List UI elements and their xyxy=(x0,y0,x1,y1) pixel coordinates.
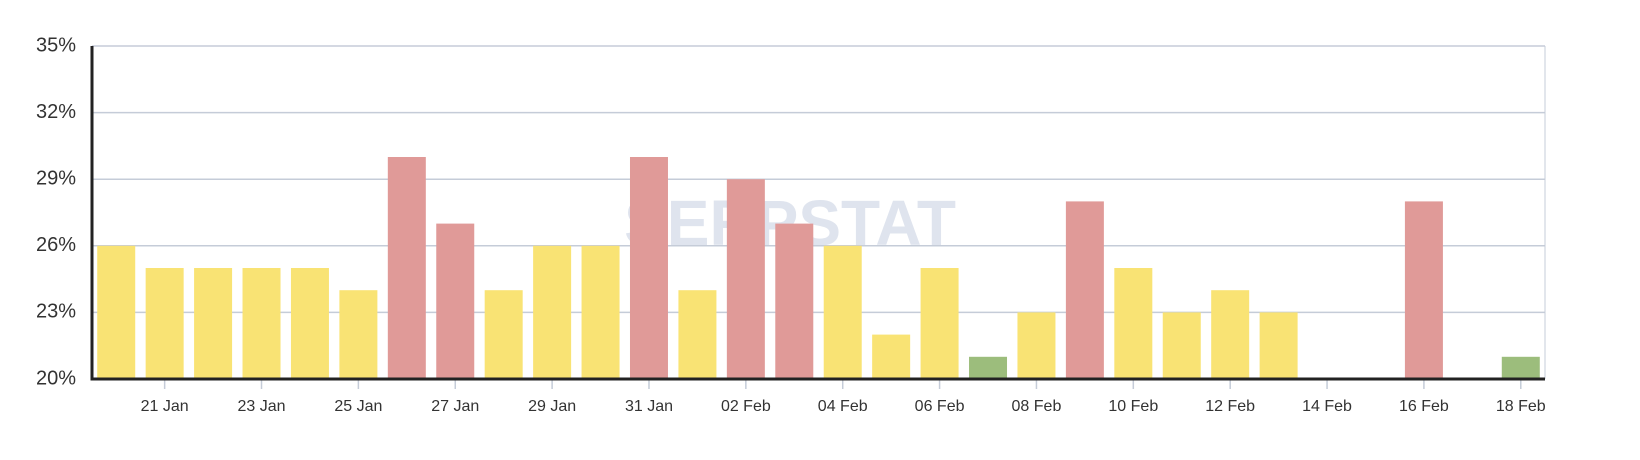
y-tick-label: 35% xyxy=(36,34,76,56)
bar xyxy=(339,290,378,379)
bar xyxy=(629,157,668,379)
x-tick-label: 16 Feb xyxy=(1399,398,1449,415)
bar xyxy=(533,245,572,379)
y-tick-label: 20% xyxy=(36,367,76,389)
x-tick-label: 14 Feb xyxy=(1302,398,1352,415)
bar xyxy=(387,157,426,379)
bar xyxy=(436,223,475,379)
bar xyxy=(678,290,717,379)
bar xyxy=(194,268,233,379)
x-tick-label: 18 Feb xyxy=(1496,398,1546,415)
x-tick-label: 27 Jan xyxy=(431,398,479,415)
y-tick-label: 29% xyxy=(36,167,76,189)
x-tick-label: 25 Jan xyxy=(334,398,382,415)
y-tick-label: 23% xyxy=(36,301,76,323)
bar xyxy=(1114,268,1153,379)
bar xyxy=(726,179,765,379)
bar xyxy=(97,245,136,379)
x-tick-label: 31 Jan xyxy=(625,398,673,415)
x-tick-label: 10 Feb xyxy=(1108,398,1158,415)
bar xyxy=(1404,201,1443,379)
x-tick-label: 21 Jan xyxy=(141,398,189,415)
y-tick-label: 26% xyxy=(36,234,76,256)
bar xyxy=(775,223,814,379)
bar xyxy=(1259,312,1298,379)
x-tick-label: 12 Feb xyxy=(1205,398,1255,415)
x-tick-label: 29 Jan xyxy=(528,398,576,415)
bar xyxy=(1017,312,1056,379)
bar xyxy=(920,268,959,379)
x-tick-label: 02 Feb xyxy=(721,398,771,415)
bar xyxy=(969,356,1008,379)
bar xyxy=(1162,312,1201,379)
bar xyxy=(145,268,184,379)
bar xyxy=(1211,290,1250,379)
bar xyxy=(823,245,862,379)
bar xyxy=(484,290,523,379)
x-tick-label: 23 Jan xyxy=(237,398,285,415)
bar xyxy=(290,268,329,379)
bar xyxy=(581,245,620,379)
bar xyxy=(1501,356,1540,379)
bar xyxy=(1065,201,1104,379)
x-tick-label: 06 Feb xyxy=(915,398,965,415)
x-tick-label: 08 Feb xyxy=(1012,398,1062,415)
x-tick-label: 04 Feb xyxy=(818,398,868,415)
bar xyxy=(242,268,281,379)
y-tick-label: 32% xyxy=(36,101,76,123)
bar xyxy=(872,334,911,379)
